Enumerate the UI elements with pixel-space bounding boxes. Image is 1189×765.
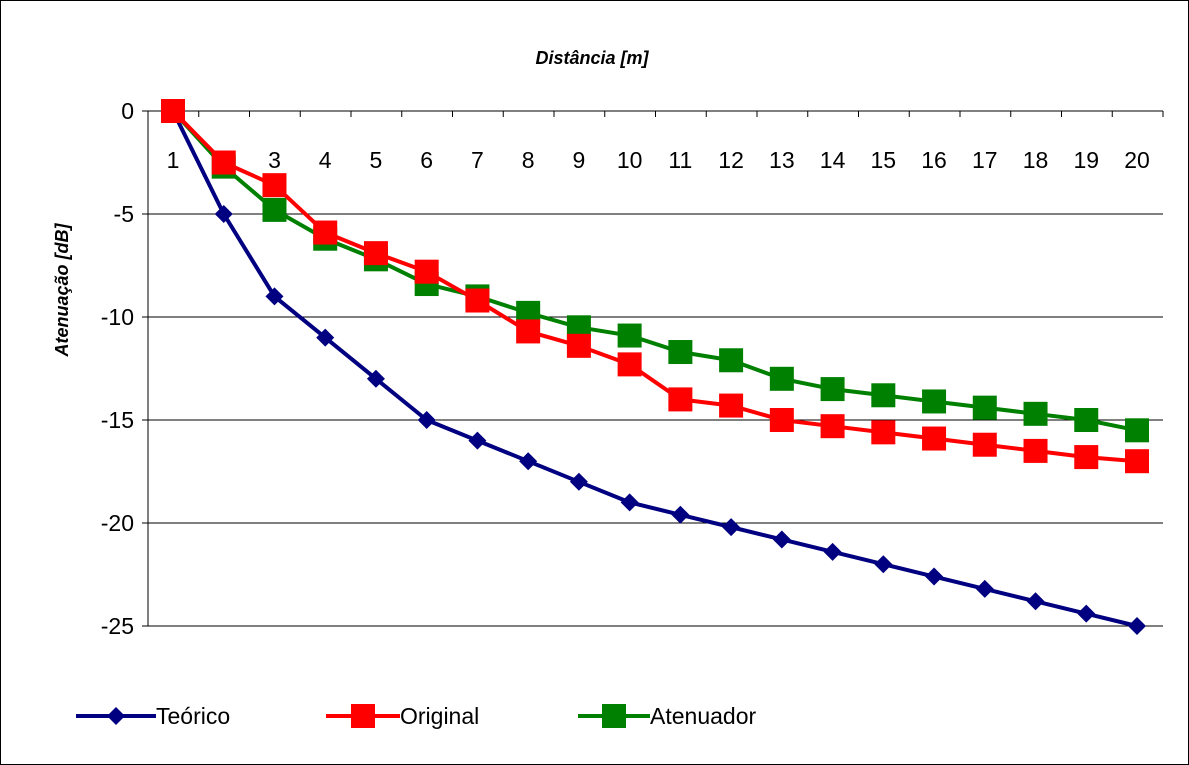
data-point [871, 383, 896, 408]
data-point [468, 431, 487, 450]
x-tick-label: 19 [1073, 147, 1099, 173]
x-tick-label: 6 [420, 147, 433, 173]
data-point [617, 323, 642, 348]
data-point [671, 505, 690, 524]
data-point [668, 387, 693, 412]
data-point [975, 579, 994, 598]
y-tick-label: -15 [101, 407, 134, 433]
x-tick-label: 4 [319, 147, 332, 173]
y-tick-label: 0 [121, 98, 134, 124]
data-point [719, 348, 744, 373]
x-tick-label: 17 [972, 147, 998, 173]
data-point [1074, 445, 1099, 470]
data-point [265, 287, 284, 306]
data-point [1023, 438, 1048, 463]
data-point [823, 542, 842, 561]
y-tick-label: -5 [114, 201, 134, 227]
x-tick-label: 9 [572, 147, 585, 173]
data-point [363, 241, 388, 266]
data-point [620, 493, 639, 512]
data-point [1125, 449, 1149, 474]
data-point [569, 472, 588, 491]
data-point [922, 389, 947, 414]
data-point [262, 173, 287, 198]
x-axis-label: Distância [m] [535, 48, 649, 68]
x-tick-label: 8 [522, 147, 535, 173]
data-point [1074, 408, 1099, 432]
y-tick-labels: 0 -5 -10 -15 -20 -25 [101, 98, 134, 639]
y-tick-label: -10 [101, 304, 134, 330]
series-line [171, 110, 1138, 628]
data-point [566, 333, 591, 358]
legend-label: Atenuador [650, 703, 756, 729]
data-point [769, 366, 794, 391]
data-point [1023, 401, 1048, 426]
data-point [1125, 418, 1149, 443]
data-point [719, 393, 744, 418]
legend-label: Teórico [156, 703, 230, 729]
data-point [925, 567, 944, 586]
x-tick-label: 15 [871, 147, 897, 173]
x-tick-label: 12 [718, 147, 744, 173]
data-point [871, 420, 896, 445]
x-tick-label: 3 [268, 147, 281, 173]
data-point [722, 518, 741, 537]
data-point [417, 411, 436, 429]
data-point [316, 328, 335, 347]
data-point [414, 259, 439, 284]
series-2 [161, 99, 1149, 474]
data-point [972, 395, 997, 420]
x-tick-label: 20 [1124, 147, 1150, 173]
y-tick-label: -20 [101, 510, 134, 536]
x-tick-labels: 1234567891011121314151617181920 [167, 147, 1150, 173]
legend-marker [351, 704, 375, 728]
series-layer [161, 99, 1149, 635]
legend-label: Original [400, 703, 479, 729]
legend-item: Original [326, 703, 479, 729]
x-tick-label: 14 [820, 147, 846, 173]
y-axis-label: Atenuação [dB] [52, 222, 72, 357]
data-point [516, 319, 541, 344]
data-point [465, 288, 490, 313]
data-point [922, 426, 947, 451]
data-point [972, 432, 997, 457]
x-tick-label: 5 [370, 147, 383, 173]
data-point [668, 340, 693, 365]
data-point [262, 197, 287, 222]
data-point [366, 369, 385, 388]
legend-item: Atenuador [578, 703, 756, 729]
y-tick-label: -25 [101, 613, 134, 639]
data-point [617, 352, 642, 377]
x-tick-label: 7 [471, 147, 484, 173]
legend: Teórico Original Atenuador [76, 703, 756, 729]
data-point [874, 555, 893, 574]
data-point [161, 99, 185, 123]
x-tick-label: 10 [617, 147, 643, 173]
x-tick-label: 1 [167, 147, 180, 173]
data-point [1077, 604, 1096, 623]
data-point [772, 530, 791, 549]
data-point [519, 452, 538, 471]
data-point [820, 377, 845, 402]
data-point [820, 414, 845, 439]
data-point [1026, 592, 1045, 611]
legend-item: Teórico [76, 703, 230, 729]
data-point [313, 220, 338, 245]
axes [142, 110, 1164, 627]
x-tick-label: 16 [921, 147, 947, 173]
series-1 [164, 102, 1146, 635]
x-tick-label: 11 [668, 147, 692, 173]
data-point [211, 150, 236, 175]
data-point [769, 408, 794, 432]
legend-marker [602, 704, 626, 728]
x-tick-label: 18 [1023, 147, 1049, 173]
legend-marker [107, 707, 125, 725]
x-tick-label: 13 [769, 147, 795, 173]
data-point [214, 205, 233, 223]
data-point [1128, 617, 1146, 635]
gridlines [148, 213, 1163, 627]
